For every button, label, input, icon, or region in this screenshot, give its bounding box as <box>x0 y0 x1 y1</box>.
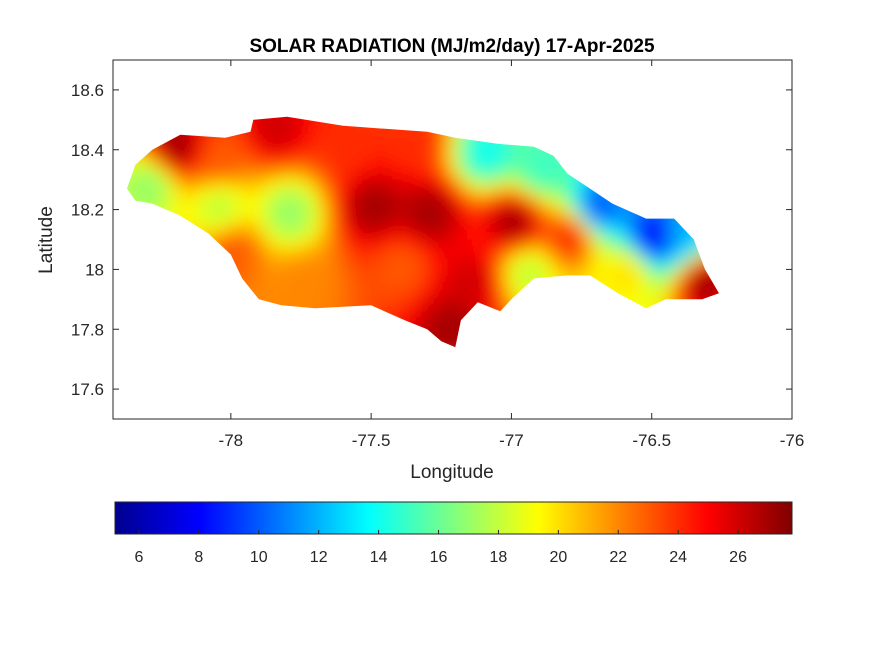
colorbar <box>114 501 793 535</box>
colorbar-tick-label: 14 <box>370 549 388 566</box>
x-tick-label: -76 <box>780 431 805 450</box>
y-tick-label: 18.4 <box>71 141 104 160</box>
x-axis-label: Longitude <box>410 462 493 483</box>
y-axis-label: Latitude <box>36 206 57 274</box>
colorbar-tick-label: 26 <box>729 549 747 566</box>
colorbar-tick-label: 18 <box>490 549 508 566</box>
x-axis: -78 -77.5 -77 -76.5 -76 <box>219 60 805 450</box>
x-tick-label: -77.5 <box>352 431 391 450</box>
colorbar-tick-label: 12 <box>310 549 328 566</box>
y-axis: 17.6 17.8 18 18.2 18.4 18.6 <box>71 81 792 399</box>
colorbar-tick-label: 8 <box>194 549 203 566</box>
plot-frame <box>112 59 793 420</box>
x-tick-label: -77 <box>499 431 524 450</box>
colorbar-tick-label: 20 <box>549 549 567 566</box>
x-tick-label: -78 <box>219 431 244 450</box>
x-tick-label: -76.5 <box>632 431 671 450</box>
colorbar-tick-label: 24 <box>669 549 687 566</box>
colorbar-tick-label: 22 <box>609 549 627 566</box>
colorbar-ticks: 6 8 10 12 14 16 18 20 22 24 26 <box>135 530 747 566</box>
colorbar-tick-label: 16 <box>430 549 448 566</box>
y-tick-label: 17.6 <box>71 380 104 399</box>
y-tick-label: 17.8 <box>71 320 104 339</box>
y-tick-label: 18.6 <box>71 81 104 100</box>
colorbar-tick-label: 10 <box>250 549 268 566</box>
colorbar-tick-label: 6 <box>135 549 144 566</box>
y-tick-label: 18.2 <box>71 201 104 220</box>
chart-title: SOLAR RADIATION (MJ/m2/day) 17-Apr-2025 <box>249 36 654 57</box>
y-tick-label: 18 <box>85 260 104 279</box>
